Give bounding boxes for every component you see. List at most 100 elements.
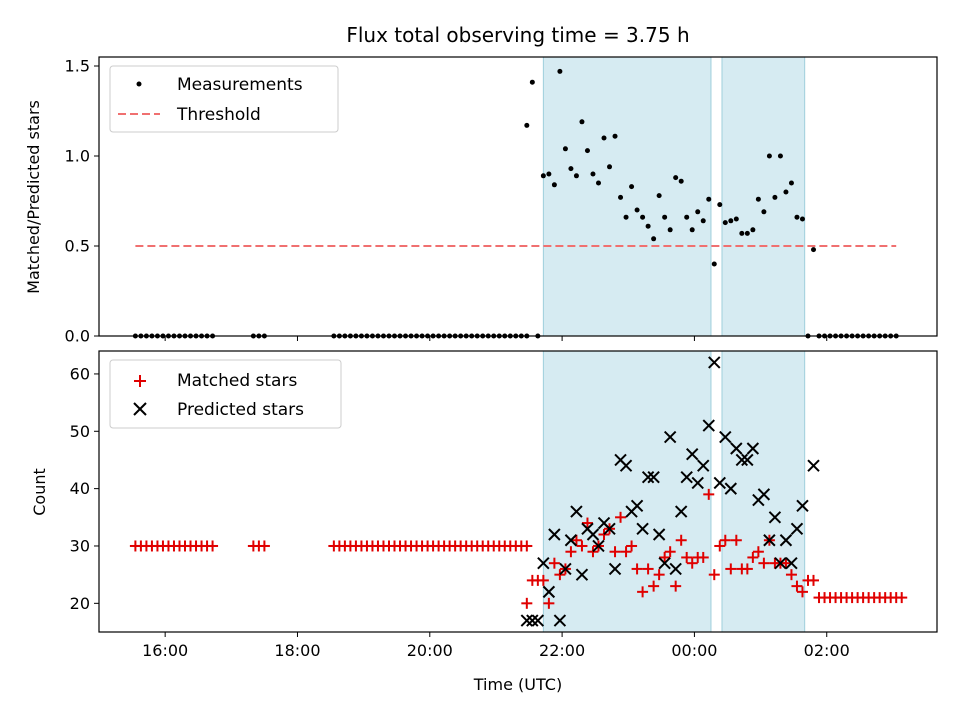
data-point: [651, 236, 657, 242]
data-point: [553, 614, 567, 627]
data-point: [592, 539, 605, 553]
data-point: [559, 562, 572, 576]
data-point: [626, 540, 638, 552]
data-point: [675, 534, 687, 546]
x-tick-label: 22:00: [539, 641, 585, 660]
x-tick-label: 16:00: [142, 641, 188, 660]
data-point: [702, 419, 715, 432]
data-point: [711, 261, 717, 267]
data-point: [755, 196, 761, 202]
data-point: [744, 230, 750, 236]
data-point: [779, 534, 793, 547]
data-point: [708, 356, 721, 369]
data-point: [719, 430, 732, 444]
data-point: [674, 505, 688, 518]
data-point: [681, 551, 693, 563]
top-legend: Measurements Threshold: [109, 65, 339, 133]
data-point: [631, 563, 643, 575]
data-point: [562, 146, 568, 152]
data-point: [689, 227, 695, 233]
data-point: [741, 563, 753, 575]
data-point: [777, 153, 783, 159]
y-tick-label: 60: [70, 364, 90, 383]
data-point: [207, 540, 219, 552]
y-tick-label: 40: [70, 479, 90, 498]
y-tick-label: 30: [70, 536, 90, 555]
data-point: [667, 227, 673, 233]
data-point: [573, 173, 579, 179]
data-point: [609, 546, 621, 558]
data-point: [678, 178, 684, 184]
legend-marker-matched: [134, 375, 146, 387]
data-point: [554, 569, 566, 581]
bottom-panel: 20 30 40 50 60 16:00 18:00 20:00 22:00 00:00 02:0…: [30, 350, 938, 694]
y-tick-label: 0.0: [65, 327, 90, 346]
data-point: [579, 119, 585, 125]
data-point: [634, 207, 640, 213]
data-point: [648, 580, 660, 592]
data-point: [557, 68, 563, 74]
data-point: [608, 562, 622, 576]
bottom-plot-frame: [98, 350, 938, 633]
data-point: [728, 218, 734, 224]
data-point: [612, 133, 618, 139]
data-point: [788, 180, 794, 186]
data-point: [794, 214, 800, 220]
data-point: [735, 453, 749, 467]
data-point: [653, 569, 665, 581]
bottom-legend: Matched stars Predicted stars: [109, 359, 342, 429]
series-predicted-stars: [520, 356, 820, 627]
data-point: [636, 522, 649, 535]
data-point: [565, 546, 577, 558]
data-point: [656, 193, 662, 199]
data-point: [796, 586, 808, 598]
data-point: [520, 614, 534, 627]
data-point: [663, 430, 677, 444]
data-point: [642, 563, 654, 575]
data-point: [783, 189, 789, 195]
data-point: [706, 196, 712, 202]
x-tick-label: 20:00: [407, 641, 453, 660]
data-point: [750, 227, 756, 233]
data-point: [640, 214, 646, 220]
data-point: [772, 194, 778, 200]
data-point: [521, 540, 533, 552]
bottom-y-axis-label: Count: [30, 468, 49, 516]
data-point: [680, 470, 693, 484]
data-point: [719, 534, 731, 546]
data-point: [686, 448, 699, 461]
data-point: [811, 247, 817, 253]
series-measurements: [132, 68, 899, 339]
data-point: [669, 562, 682, 576]
observing-window-1: [542, 56, 712, 337]
data-point: [730, 442, 743, 455]
data-point: [645, 223, 651, 229]
data-point: [761, 209, 767, 215]
data-point: [664, 546, 676, 558]
data-point: [548, 528, 561, 541]
data-point: [662, 214, 668, 220]
data-point: [601, 135, 607, 141]
data-point: [595, 180, 601, 186]
data-point: [537, 574, 549, 586]
y-tick-label: 1.5: [65, 57, 90, 76]
data-point: [618, 194, 624, 200]
top-plot-frame: [98, 56, 938, 337]
data-point: [641, 470, 655, 484]
data-point: [587, 546, 599, 558]
data-point: [630, 499, 644, 513]
data-point: [529, 79, 535, 85]
data-point: [780, 557, 792, 569]
chart-title: Flux total observing time = 3.75 h: [346, 23, 689, 47]
legend-marker-measurements: [136, 81, 142, 87]
data-point: [768, 511, 782, 524]
data-point: [695, 209, 701, 215]
top-panel: 0.0 0.5 1.0 1.5 Matched/Predicted stars Mea…: [24, 56, 938, 346]
data-point: [581, 517, 593, 529]
observing-window-2: [721, 350, 806, 633]
y-tick-label: 50: [70, 422, 90, 441]
data-point: [686, 557, 698, 569]
data-point: [564, 534, 578, 547]
data-point: [258, 540, 270, 552]
